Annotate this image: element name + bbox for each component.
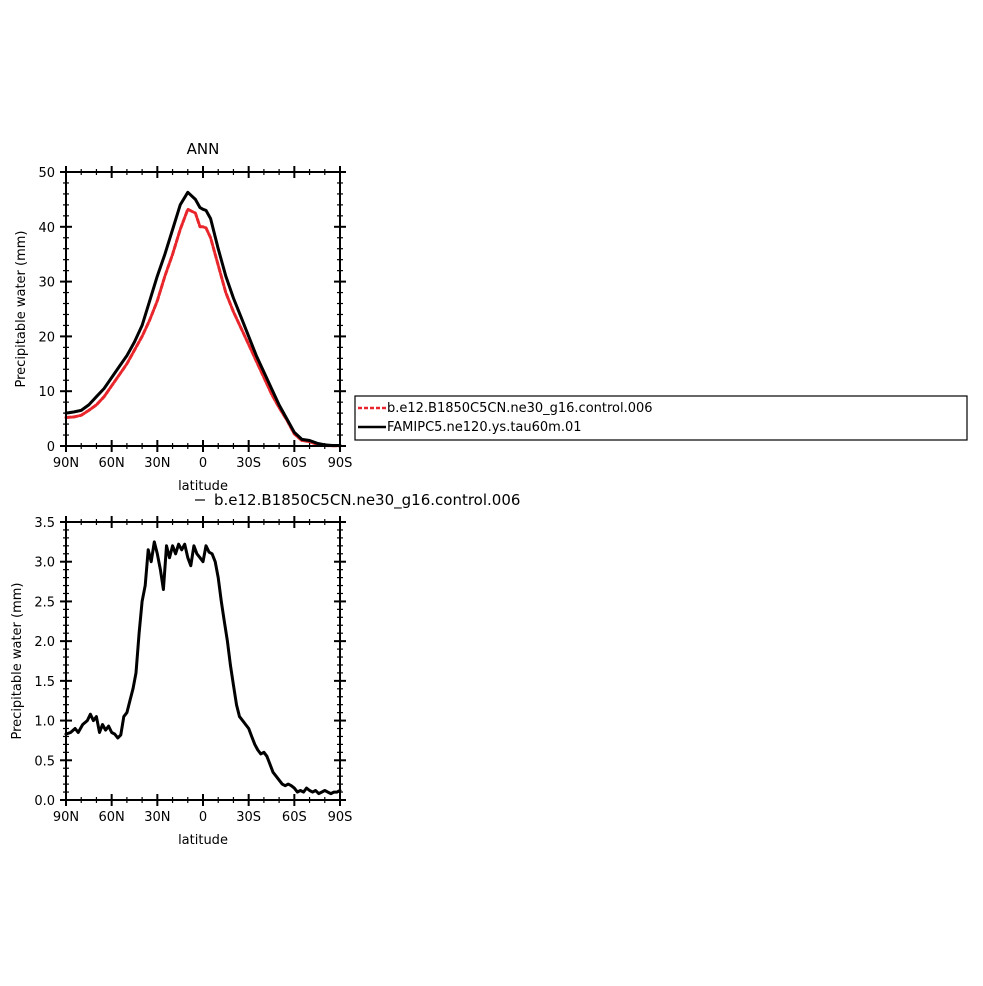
y-tick-label: 3.0: [34, 556, 55, 571]
y-tick-label: 0.5: [34, 754, 55, 769]
y-axis-title: Precipitable water (mm): [14, 231, 29, 388]
y-tick-labels: 0 10 20 30 40 50: [38, 166, 55, 455]
y-tick-label: 1.0: [34, 715, 55, 730]
series-line-1: [64, 207, 342, 448]
legend-box: [354, 395, 968, 441]
x-tick-label: 30S: [236, 810, 261, 825]
x-tick-label: 30N: [144, 810, 170, 825]
x-tick-labels: 90N 60N 30N 0 30S 60S 90S: [53, 810, 353, 825]
x-tick-labels: 90N 60N 30N 0 30S 60S 90S: [53, 456, 353, 471]
chart-title: b.e12.B1850C5CN.ne30_g16.control.006: [214, 491, 520, 510]
series-line-1: [64, 540, 342, 796]
x-tick-label: 30N: [144, 456, 170, 471]
x-tick-label: 60N: [99, 810, 125, 825]
x-axis-title: latitude: [178, 479, 228, 494]
y-tick-label: 0: [47, 440, 55, 455]
legend-label-series-1: b.e12.B1850C5CN.ne30_g16.control.006: [387, 401, 653, 416]
y-axis-title: Precipitable water (mm): [10, 583, 25, 740]
y-tick-label: 3.5: [34, 516, 55, 531]
x-tick-label: 0: [199, 456, 207, 471]
chart-title: ANN: [187, 140, 220, 158]
legend-label-series-2: FAMIPC5.ne120.ys.tau60m.01: [387, 420, 582, 435]
x-axis-title: latitude: [178, 833, 228, 848]
legend: b.e12.B1850C5CN.ne30_g16.control.006 FAM…: [354, 395, 968, 441]
chart-model: b.e12.B1850C5CN.ne30_g16.control.006 90N…: [10, 491, 520, 848]
x-tick-label: 90S: [328, 456, 353, 471]
y-tick-label: 2.5: [34, 595, 55, 610]
y-tick-label: 20: [38, 330, 55, 345]
plot-frame: [65, 171, 341, 447]
x-tick-label: 60S: [282, 810, 307, 825]
y-tick-label: 30: [38, 276, 55, 291]
series-line-2: [64, 190, 342, 447]
x-tick-label: 30S: [236, 456, 261, 471]
y-tick-label: 1.5: [34, 675, 55, 690]
y-tick-label: 10: [38, 385, 55, 400]
y-tick-label: 0.0: [34, 794, 55, 809]
x-tick-label: 90N: [53, 810, 79, 825]
x-tick-label: 90N: [53, 456, 79, 471]
y-tick-label: 40: [38, 221, 55, 236]
y-tick-labels: 0.0 0.5 1.0 1.5 2.0 2.5 3.0 3.5: [34, 516, 55, 809]
x-tick-label: 60N: [99, 456, 125, 471]
plot-frame: [65, 521, 341, 801]
x-tick-label: 60S: [282, 456, 307, 471]
x-tick-label: 0: [199, 810, 207, 825]
y-tick-label: 50: [38, 166, 55, 181]
chart-ann: ANN 90N 60N 30N 0 30S 60S 90S 0 10 20 30 40 50 lati…: [14, 140, 352, 494]
x-tick-label: 90S: [328, 810, 353, 825]
y-tick-label: 2.0: [34, 635, 55, 650]
